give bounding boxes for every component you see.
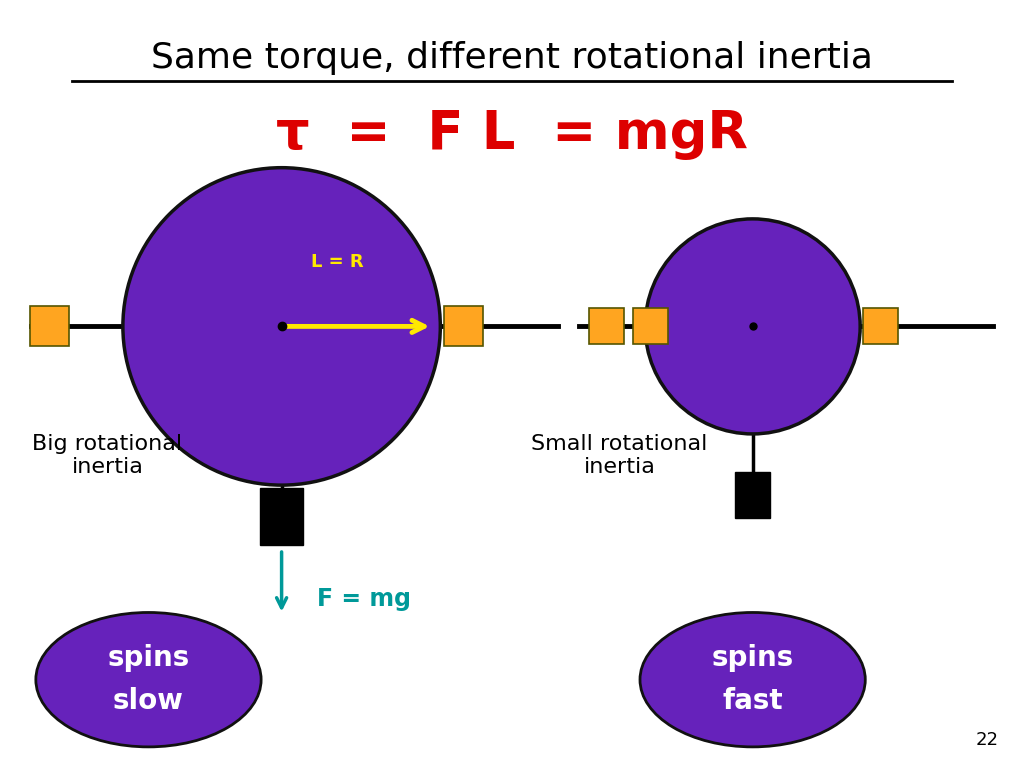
FancyBboxPatch shape [863,309,898,344]
Ellipse shape [36,613,261,746]
FancyBboxPatch shape [444,306,483,346]
Text: spins: spins [108,644,189,672]
FancyBboxPatch shape [30,306,69,346]
Text: L = R: L = R [311,253,364,271]
Text: 22: 22 [976,731,998,749]
Text: F = mg: F = mg [317,587,412,611]
Ellipse shape [645,219,860,434]
Ellipse shape [123,167,440,485]
FancyBboxPatch shape [633,309,668,344]
FancyBboxPatch shape [260,488,303,545]
Text: Small rotational
inertia: Small rotational inertia [531,434,708,477]
Text: fast: fast [722,687,783,715]
FancyBboxPatch shape [735,472,770,518]
Text: Big rotational
inertia: Big rotational inertia [33,434,182,477]
Text: Same torque, different rotational inertia: Same torque, different rotational inerti… [152,41,872,74]
Ellipse shape [640,613,865,746]
Text: τ  =  F L  = mgR: τ = F L = mgR [276,108,748,161]
FancyBboxPatch shape [589,309,624,344]
Text: slow: slow [113,687,184,715]
Text: spins: spins [712,644,794,672]
